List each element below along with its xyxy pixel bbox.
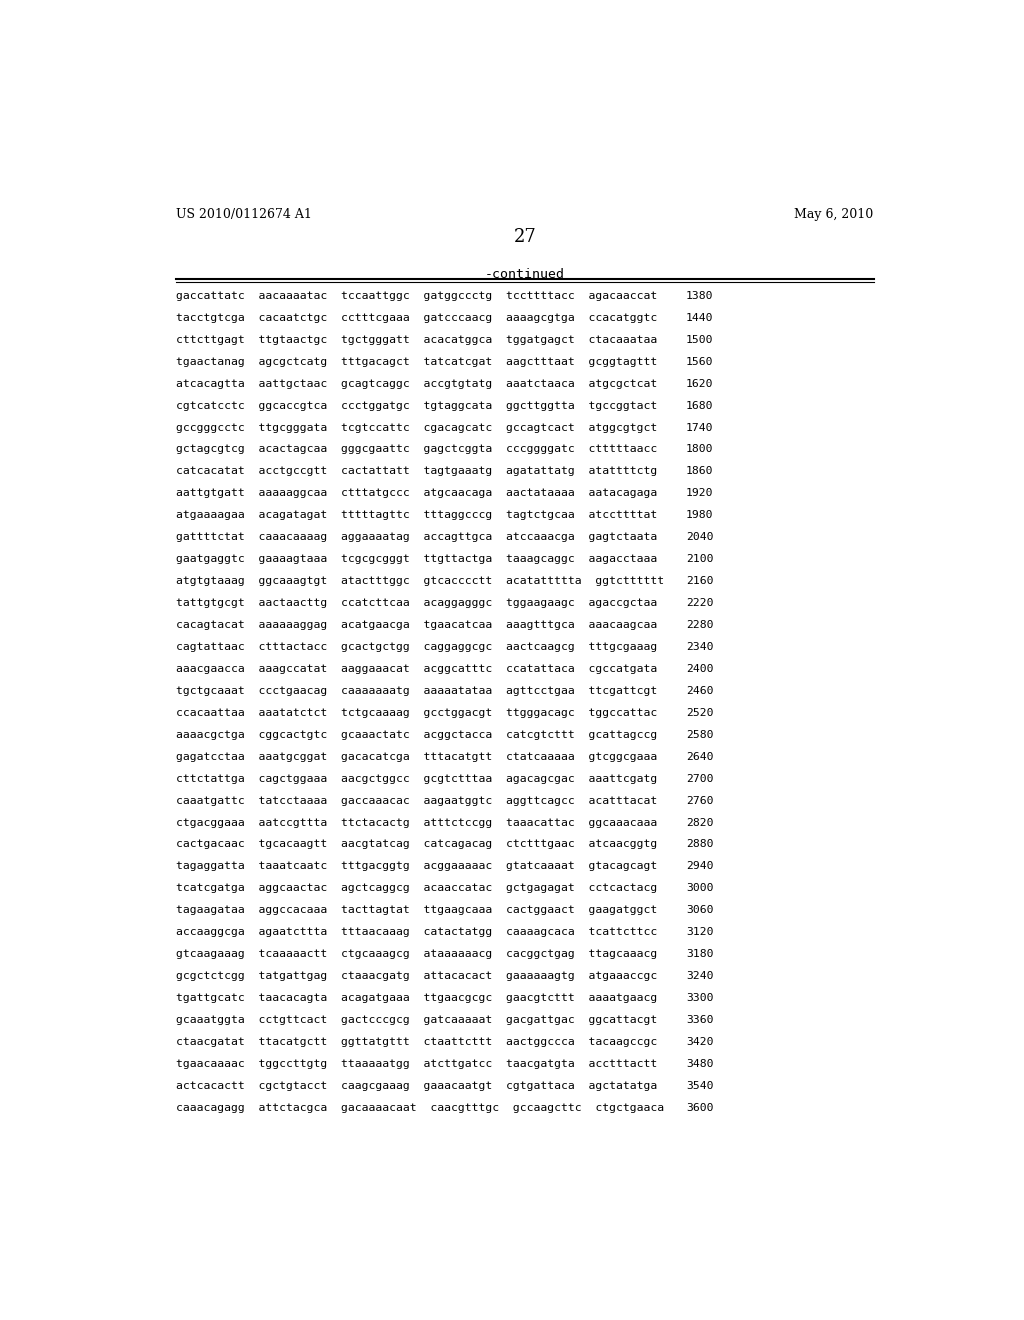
Text: 1380: 1380 [686, 290, 714, 301]
Text: cttctattga  cagctggaaa  aacgctggcc  gcgtctttaa  agacagcgac  aaattcgatg: cttctattga cagctggaaa aacgctggcc gcgtctt… [176, 774, 657, 784]
Text: catcacatat  acctgccgtt  cactattatt  tagtgaaatg  agatattatg  atattttctg: catcacatat acctgccgtt cactattatt tagtgaa… [176, 466, 657, 477]
Text: tattgtgcgt  aactaacttg  ccatcttcaa  acaggagggc  tggaagaagc  agaccgctaa: tattgtgcgt aactaacttg ccatcttcaa acaggag… [176, 598, 657, 609]
Text: 3240: 3240 [686, 972, 714, 981]
Text: aaaacgctga  cggcactgtc  gcaaactatc  acggctacca  catcgtcttt  gcattagccg: aaaacgctga cggcactgtc gcaaactatc acggcta… [176, 730, 657, 739]
Text: 3360: 3360 [686, 1015, 714, 1026]
Text: 2820: 2820 [686, 817, 714, 828]
Text: 1680: 1680 [686, 400, 714, 411]
Text: accaaggcga  agaatcttta  tttaacaaag  catactatgg  caaaagcaca  tcattcttcc: accaaggcga agaatcttta tttaacaaag catacta… [176, 927, 657, 937]
Text: 1860: 1860 [686, 466, 714, 477]
Text: tagaggatta  taaatcaatc  tttgacggtg  acggaaaaac  gtatcaaaat  gtacagcagt: tagaggatta taaatcaatc tttgacggtg acggaaa… [176, 862, 657, 871]
Text: 3420: 3420 [686, 1038, 714, 1047]
Text: 2460: 2460 [686, 686, 714, 696]
Text: 27: 27 [513, 227, 537, 246]
Text: 3600: 3600 [686, 1102, 714, 1113]
Text: cgtcatcctc  ggcaccgtca  ccctggatgc  tgtaggcata  ggcttggtta  tgccggtact: cgtcatcctc ggcaccgtca ccctggatgc tgtaggc… [176, 400, 657, 411]
Text: gaatgaggtc  gaaaagtaaa  tcgcgcgggt  ttgttactga  taaagcaggc  aagacctaaa: gaatgaggtc gaaaagtaaa tcgcgcgggt ttgttac… [176, 554, 657, 564]
Text: 3540: 3540 [686, 1081, 714, 1090]
Text: 3000: 3000 [686, 883, 714, 894]
Text: 2580: 2580 [686, 730, 714, 739]
Text: 3120: 3120 [686, 927, 714, 937]
Text: atgtgtaaag  ggcaaagtgt  atactttggc  gtcacccctt  acatattttta  ggtctttttt: atgtgtaaag ggcaaagtgt atactttggc gtcaccc… [176, 576, 665, 586]
Text: 1440: 1440 [686, 313, 714, 323]
Text: 1980: 1980 [686, 511, 714, 520]
Text: ctaacgatat  ttacatgctt  ggttatgttt  ctaattcttt  aactggccca  tacaagccgc: ctaacgatat ttacatgctt ggttatgttt ctaattc… [176, 1038, 657, 1047]
Text: 1740: 1740 [686, 422, 714, 433]
Text: tgaacaaaac  tggccttgtg  ttaaaaatgg  atcttgatcc  taacgatgta  acctttactt: tgaacaaaac tggccttgtg ttaaaaatgg atcttga… [176, 1059, 657, 1069]
Text: tgattgcatc  taacacagta  acagatgaaa  ttgaacgcgc  gaacgtcttt  aaaatgaacg: tgattgcatc taacacagta acagatgaaa ttgaacg… [176, 993, 657, 1003]
Text: cttcttgagt  ttgtaactgc  tgctgggatt  acacatggca  tggatgagct  ctacaaataa: cttcttgagt ttgtaactgc tgctgggatt acacatg… [176, 335, 657, 345]
Text: 2760: 2760 [686, 796, 714, 805]
Text: tacctgtcga  cacaatctgc  cctttcgaaa  gatcccaacg  aaaagcgtga  ccacatggtc: tacctgtcga cacaatctgc cctttcgaaa gatccca… [176, 313, 657, 323]
Text: 2400: 2400 [686, 664, 714, 675]
Text: gcgctctcgg  tatgattgag  ctaaacgatg  attacacact  gaaaaaagtg  atgaaaccgc: gcgctctcgg tatgattgag ctaaacgatg attacac… [176, 972, 657, 981]
Text: 2220: 2220 [686, 598, 714, 609]
Text: -continued: -continued [484, 268, 565, 281]
Text: 1620: 1620 [686, 379, 714, 388]
Text: 2640: 2640 [686, 751, 714, 762]
Text: 3480: 3480 [686, 1059, 714, 1069]
Text: cagtattaac  ctttactacc  gcactgctgg  caggaggcgc  aactcaagcg  tttgcgaaag: cagtattaac ctttactacc gcactgctgg caggagg… [176, 642, 657, 652]
Text: tgctgcaaat  ccctgaacag  caaaaaaatg  aaaaatataa  agttcctgaa  ttcgattcgt: tgctgcaaat ccctgaacag caaaaaaatg aaaaata… [176, 686, 657, 696]
Text: aaacgaacca  aaagccatat  aaggaaacat  acggcatttc  ccatattaca  cgccatgata: aaacgaacca aaagccatat aaggaaacat acggcat… [176, 664, 657, 675]
Text: 3060: 3060 [686, 906, 714, 915]
Text: tagaagataa  aggccacaaa  tacttagtat  ttgaagcaaa  cactggaact  gaagatggct: tagaagataa aggccacaaa tacttagtat ttgaagc… [176, 906, 657, 915]
Text: 2100: 2100 [686, 554, 714, 564]
Text: 2160: 2160 [686, 576, 714, 586]
Text: tcatcgatga  aggcaactac  agctcaggcg  acaaccatac  gctgagagat  cctcactacg: tcatcgatga aggcaactac agctcaggcg acaacca… [176, 883, 657, 894]
Text: 2340: 2340 [686, 642, 714, 652]
Text: 1800: 1800 [686, 445, 714, 454]
Text: ctgacggaaa  aatccgttta  ttctacactg  atttctccgg  taaacattac  ggcaaacaaa: ctgacggaaa aatccgttta ttctacactg atttctc… [176, 817, 657, 828]
Text: cactgacaac  tgcacaagtt  aacgtatcag  catcagacag  ctctttgaac  atcaacggtg: cactgacaac tgcacaagtt aacgtatcag catcaga… [176, 840, 657, 850]
Text: gcaaatggta  cctgttcact  gactcccgcg  gatcaaaaat  gacgattgac  ggcattacgt: gcaaatggta cctgttcact gactcccgcg gatcaaa… [176, 1015, 657, 1026]
Text: gagatcctaa  aaatgcggat  gacacatcga  tttacatgtt  ctatcaaaaa  gtcggcgaaa: gagatcctaa aaatgcggat gacacatcga tttacat… [176, 751, 657, 762]
Text: aattgtgatt  aaaaaggcaa  ctttatgccc  atgcaacaga  aactataaaa  aatacagaga: aattgtgatt aaaaaggcaa ctttatgccc atgcaac… [176, 488, 657, 499]
Text: 2940: 2940 [686, 862, 714, 871]
Text: caaatgattc  tatcctaaaa  gaccaaacac  aagaatggtc  aggttcagcc  acatttacat: caaatgattc tatcctaaaa gaccaaacac aagaatg… [176, 796, 657, 805]
Text: 3180: 3180 [686, 949, 714, 960]
Text: gattttctat  caaacaaaag  aggaaaatag  accagttgca  atccaaacga  gagtctaata: gattttctat caaacaaaag aggaaaatag accagtt… [176, 532, 657, 543]
Text: 2520: 2520 [686, 708, 714, 718]
Text: atcacagtta  aattgctaac  gcagtcaggc  accgtgtatg  aaatctaaca  atgcgctcat: atcacagtta aattgctaac gcagtcaggc accgtgt… [176, 379, 657, 388]
Text: 2880: 2880 [686, 840, 714, 850]
Text: gctagcgtcg  acactagcaa  gggcgaattc  gagctcggta  cccggggatc  ctttttaacc: gctagcgtcg acactagcaa gggcgaattc gagctcg… [176, 445, 657, 454]
Text: May 6, 2010: May 6, 2010 [795, 209, 873, 222]
Text: 2700: 2700 [686, 774, 714, 784]
Text: 1560: 1560 [686, 356, 714, 367]
Text: 3300: 3300 [686, 993, 714, 1003]
Text: gtcaagaaag  tcaaaaactt  ctgcaaagcg  ataaaaaacg  cacggctgag  ttagcaaacg: gtcaagaaag tcaaaaactt ctgcaaagcg ataaaaa… [176, 949, 657, 960]
Text: cacagtacat  aaaaaaggag  acatgaacga  tgaacatcaa  aaagtttgca  aaacaagcaa: cacagtacat aaaaaaggag acatgaacga tgaacat… [176, 620, 657, 630]
Text: actcacactt  cgctgtacct  caagcgaaag  gaaacaatgt  cgtgattaca  agctatatga: actcacactt cgctgtacct caagcgaaag gaaacaa… [176, 1081, 657, 1090]
Text: gaccattatc  aacaaaatac  tccaattggc  gatggccctg  tccttttacc  agacaaccat: gaccattatc aacaaaatac tccaattggc gatggcc… [176, 290, 657, 301]
Text: ccacaattaa  aaatatctct  tctgcaaaag  gcctggacgt  ttgggacagc  tggccattac: ccacaattaa aaatatctct tctgcaaaag gcctgga… [176, 708, 657, 718]
Text: 1920: 1920 [686, 488, 714, 499]
Text: caaacagagg  attctacgca  gacaaaacaat  caacgtttgc  gccaagcttc  ctgctgaaca: caaacagagg attctacgca gacaaaacaat caacgt… [176, 1102, 665, 1113]
Text: atgaaaagaa  acagatagat  tttttagttc  tttaggcccg  tagtctgcaa  atccttttat: atgaaaagaa acagatagat tttttagttc tttaggc… [176, 511, 657, 520]
Text: gccgggcctc  ttgcgggata  tcgtccattc  cgacagcatc  gccagtcact  atggcgtgct: gccgggcctc ttgcgggata tcgtccattc cgacagc… [176, 422, 657, 433]
Text: 1500: 1500 [686, 335, 714, 345]
Text: tgaactanag  agcgctcatg  tttgacagct  tatcatcgat  aagctttaat  gcggtagttt: tgaactanag agcgctcatg tttgacagct tatcatc… [176, 356, 657, 367]
Text: US 2010/0112674 A1: US 2010/0112674 A1 [176, 209, 312, 222]
Text: 2040: 2040 [686, 532, 714, 543]
Text: 2280: 2280 [686, 620, 714, 630]
